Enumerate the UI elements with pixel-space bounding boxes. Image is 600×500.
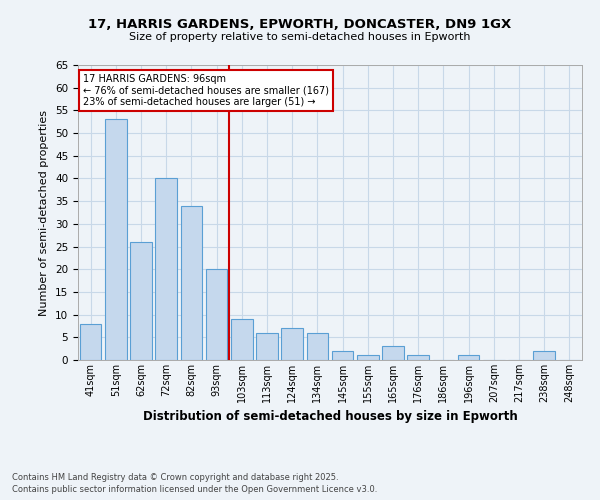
Bar <box>307 333 328 360</box>
Bar <box>181 206 202 360</box>
Text: Size of property relative to semi-detached houses in Epworth: Size of property relative to semi-detach… <box>129 32 471 42</box>
Text: Contains public sector information licensed under the Open Government Licence v3: Contains public sector information licen… <box>12 485 377 494</box>
X-axis label: Distribution of semi-detached houses by size in Epworth: Distribution of semi-detached houses by … <box>143 410 517 424</box>
Text: Contains HM Land Registry data © Crown copyright and database right 2025.: Contains HM Land Registry data © Crown c… <box>12 472 338 482</box>
Bar <box>256 333 278 360</box>
Bar <box>155 178 177 360</box>
Y-axis label: Number of semi-detached properties: Number of semi-detached properties <box>40 110 49 316</box>
Bar <box>382 346 404 360</box>
Bar <box>533 351 555 360</box>
Text: 17 HARRIS GARDENS: 96sqm
← 76% of semi-detached houses are smaller (167)
23% of : 17 HARRIS GARDENS: 96sqm ← 76% of semi-d… <box>83 74 329 107</box>
Bar <box>357 356 379 360</box>
Bar <box>105 120 127 360</box>
Bar <box>130 242 152 360</box>
Bar <box>458 356 479 360</box>
Bar <box>407 356 429 360</box>
Bar <box>281 328 303 360</box>
Bar <box>231 319 253 360</box>
Bar <box>206 269 227 360</box>
Bar <box>80 324 101 360</box>
Text: 17, HARRIS GARDENS, EPWORTH, DONCASTER, DN9 1GX: 17, HARRIS GARDENS, EPWORTH, DONCASTER, … <box>88 18 512 30</box>
Bar <box>332 351 353 360</box>
